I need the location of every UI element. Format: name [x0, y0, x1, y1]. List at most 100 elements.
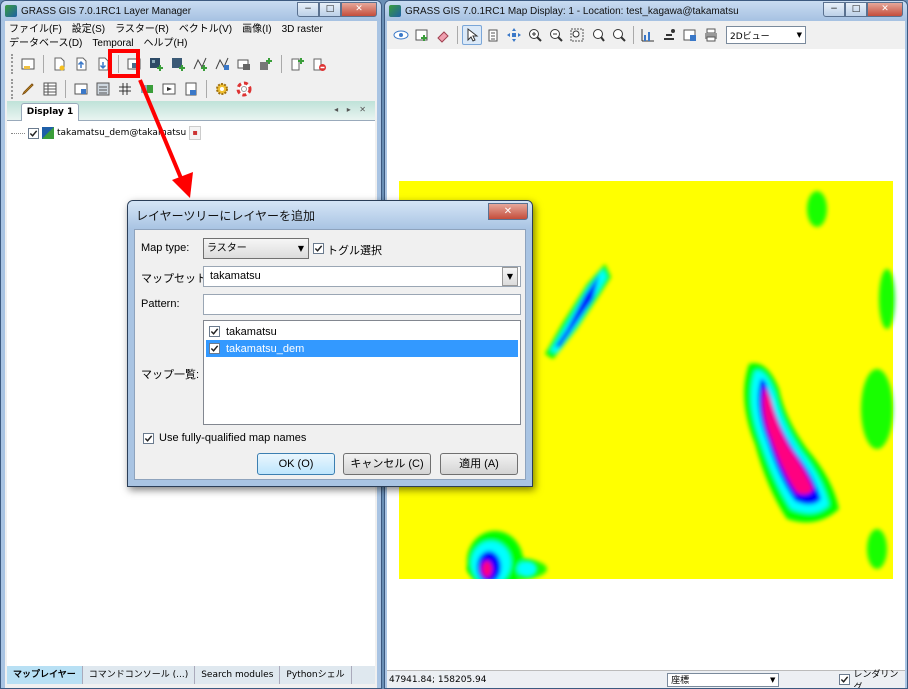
map-item-checkbox[interactable] — [209, 343, 220, 354]
layer-tree-item[interactable]: takamatsu_dem@takamatsu ▪ — [11, 125, 202, 141]
display-map-button[interactable] — [391, 25, 411, 45]
zoom-out-icon — [550, 29, 563, 42]
close-button[interactable]: ✕ — [341, 2, 377, 17]
eye-icon — [393, 30, 409, 40]
georectify-button[interactable] — [71, 79, 91, 99]
chevron-down-icon: ▼ — [506, 272, 514, 281]
render-map-button[interactable] — [412, 25, 432, 45]
help-button[interactable] — [234, 79, 254, 99]
menu-database[interactable]: データベース(D) — [9, 38, 83, 49]
ridge-northwest — [545, 264, 611, 359]
mapset-label: マップセット: — [141, 273, 211, 285]
data-catalog-button[interactable] — [181, 79, 201, 99]
menu-temporal[interactable]: Temporal — [92, 38, 134, 49]
pan-button[interactable] — [504, 25, 524, 45]
close-button[interactable]: ✕ — [867, 2, 903, 17]
map-type-select[interactable]: ラスター ▼ — [203, 238, 309, 259]
tab-command-console[interactable]: コマンドコンソール (...) — [83, 666, 196, 684]
zoom-back-icon — [593, 29, 605, 42]
toolbar-separator — [281, 55, 282, 73]
group-icon — [260, 58, 272, 70]
zoom-extent-button[interactable] — [567, 25, 587, 45]
ok-button[interactable]: OK (O) — [257, 453, 335, 475]
tab-search-modules[interactable]: Search modules — [195, 666, 281, 684]
maximize-button[interactable]: □ — [845, 2, 867, 17]
map-swipe-button[interactable] — [137, 79, 157, 99]
add-raster-button[interactable] — [124, 54, 144, 74]
tab-python-shell[interactable]: Pythonシェル — [280, 666, 352, 684]
composer-icon — [119, 83, 131, 95]
apply-button[interactable]: 適用 (A) — [440, 453, 518, 475]
menu-imagery[interactable]: 画像(I) — [242, 24, 272, 35]
fully-qualified-label: Use fully-qualified map names — [159, 432, 307, 444]
add-group-button[interactable] — [256, 54, 276, 74]
menu-help[interactable]: ヘルプ(H) — [143, 38, 188, 49]
notebook-controls[interactable]: ◂ ▸ ✕ — [334, 105, 369, 114]
add-overlay-button[interactable] — [234, 54, 254, 74]
zoom-back-button[interactable] — [588, 25, 608, 45]
zoom-options-button[interactable] — [609, 25, 629, 45]
fully-qualified-checkbox[interactable] — [143, 433, 154, 444]
decoration-button[interactable] — [659, 25, 679, 45]
attribute-table-button[interactable] — [40, 79, 60, 99]
toggle-select-checkbox[interactable] — [313, 243, 324, 254]
toolbar-grip[interactable] — [11, 54, 14, 74]
map-list[interactable]: takamatsu takamatsu_dem — [203, 320, 521, 425]
add-multiple-rasters-button[interactable] — [146, 54, 166, 74]
view-mode-select[interactable]: 2Dビュー ▼ — [726, 26, 806, 44]
print-button[interactable] — [701, 25, 721, 45]
pattern-input[interactable] — [203, 294, 521, 315]
settings-button[interactable] — [212, 79, 232, 99]
zoom-in-button[interactable] — [525, 25, 545, 45]
analyze-button[interactable] — [638, 25, 658, 45]
menu-raster[interactable]: ラスター(R) — [115, 24, 169, 35]
map-type-value: ラスター — [207, 243, 247, 254]
add-raster-highlight — [108, 49, 140, 78]
dialog-titlebar[interactable]: レイヤーツリーにレイヤーを追加 ✕ — [128, 201, 532, 229]
animation-tool-button[interactable] — [159, 79, 179, 99]
erase-button[interactable] — [433, 25, 453, 45]
pointer-button[interactable] — [462, 25, 482, 45]
add-raster-3d-button[interactable] — [168, 54, 188, 74]
map-item-checkbox[interactable] — [209, 326, 220, 337]
query-button[interactable] — [483, 25, 503, 45]
add-multiple-vectors-button[interactable] — [212, 54, 232, 74]
zoom-out-button[interactable] — [546, 25, 566, 45]
map-list-item-selected[interactable]: takamatsu_dem — [206, 340, 518, 357]
menu-3d-raster[interactable]: 3D raster — [281, 24, 323, 35]
dialog-close-button[interactable]: ✕ — [488, 203, 528, 220]
cancel-button[interactable]: キャンセル (C) — [343, 453, 431, 475]
maximize-button[interactable]: □ — [319, 2, 341, 17]
edit-vector-button[interactable] — [18, 79, 38, 99]
cartographic-composer-button[interactable] — [115, 79, 135, 99]
new-workspace-button[interactable] — [49, 54, 69, 74]
tab-display-1[interactable]: Display 1 — [21, 103, 79, 121]
add-command-layer-button[interactable] — [287, 54, 307, 74]
mapset-combo[interactable]: takamatsu — [203, 266, 521, 287]
add-vector-button[interactable] — [190, 54, 210, 74]
tab-map-layers[interactable]: マップレイヤー — [7, 666, 83, 684]
layer-visibility-checkbox[interactable] — [28, 127, 39, 139]
menu-settings[interactable]: 設定(S) — [71, 24, 106, 35]
remove-layer-button[interactable] — [309, 54, 329, 74]
minimize-button[interactable]: − — [823, 2, 845, 17]
map-display-title: GRASS GIS 7.0.1RC1 Map Display: 1 - Loca… — [405, 5, 739, 17]
map-display-titlebar[interactable]: GRASS GIS 7.0.1RC1 Map Display: 1 - Loca… — [385, 1, 907, 21]
layer-manager-titlebar[interactable]: GRASS GIS 7.0.1RC1 Layer Manager − □ ✕ — [1, 1, 381, 21]
menu-file[interactable]: ファイル(F) — [9, 24, 62, 35]
menu-vector[interactable]: ベクトル(V) — [178, 24, 233, 35]
render-checkbox[interactable] — [839, 674, 851, 685]
new-display-button[interactable] — [18, 54, 38, 74]
save-display-button[interactable] — [680, 25, 700, 45]
minimize-button[interactable]: − — [297, 2, 319, 17]
toolbar-grip[interactable] — [11, 79, 14, 99]
status-mode-select[interactable]: 座標 ▼ — [667, 672, 780, 687]
open-workspace-button[interactable] — [71, 54, 91, 74]
graphical-modeler-button[interactable] — [93, 79, 113, 99]
mapset-dropdown-button[interactable]: ▼ — [502, 267, 518, 286]
map-item-name: takamatsu — [226, 325, 277, 338]
map-list-item[interactable]: takamatsu — [206, 323, 518, 340]
layer-options-button[interactable]: ▪ — [189, 126, 202, 140]
render-toggle[interactable]: レンダリング — [839, 667, 905, 688]
toolbar-separator — [43, 55, 44, 73]
